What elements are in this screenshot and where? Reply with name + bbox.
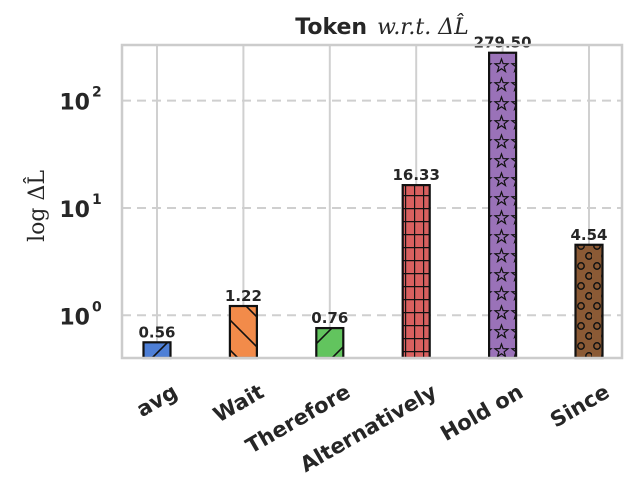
x-tick-label: Since bbox=[546, 380, 613, 433]
data-label: 0.76 bbox=[311, 309, 348, 327]
plot-frame bbox=[120, 43, 624, 360]
y-tick-exponent: 1 bbox=[92, 192, 102, 208]
bar bbox=[574, 243, 604, 360]
bar bbox=[228, 304, 258, 360]
gridlines bbox=[122, 45, 622, 358]
y-tick-exponent: 0 bbox=[92, 299, 102, 315]
bar bbox=[315, 326, 345, 360]
chart-title-word: Token bbox=[295, 15, 367, 40]
x-tick-label: Wait bbox=[209, 380, 268, 428]
bar bbox=[488, 51, 518, 360]
data-label: 1.22 bbox=[225, 287, 262, 305]
x-tick-label: Hold on bbox=[436, 380, 527, 446]
y-tick-label: 10 bbox=[59, 91, 90, 116]
y-tick-label: 10 bbox=[59, 198, 90, 223]
y-tick-exponent: 2 bbox=[92, 85, 102, 101]
data-label: 16.33 bbox=[392, 166, 439, 184]
data-label: 4.54 bbox=[570, 226, 607, 244]
data-label: 0.56 bbox=[138, 323, 175, 341]
y-axis-label: log ΔL̂ bbox=[24, 170, 50, 242]
x-tick-label: avg bbox=[132, 380, 181, 422]
y-tick-label: 10 bbox=[59, 305, 90, 330]
chart-title: Token w.r.t. ΔL̂ bbox=[295, 14, 468, 40]
value-labels: 0.56 1.22 0.76 16.33 279.50 4.54 bbox=[138, 34, 607, 342]
bars bbox=[142, 51, 604, 360]
bar bbox=[142, 341, 172, 360]
bar bbox=[401, 184, 431, 360]
data-label: 279.50 bbox=[474, 34, 532, 52]
chart-title-math: w.r.t. ΔL̂ bbox=[377, 14, 469, 40]
